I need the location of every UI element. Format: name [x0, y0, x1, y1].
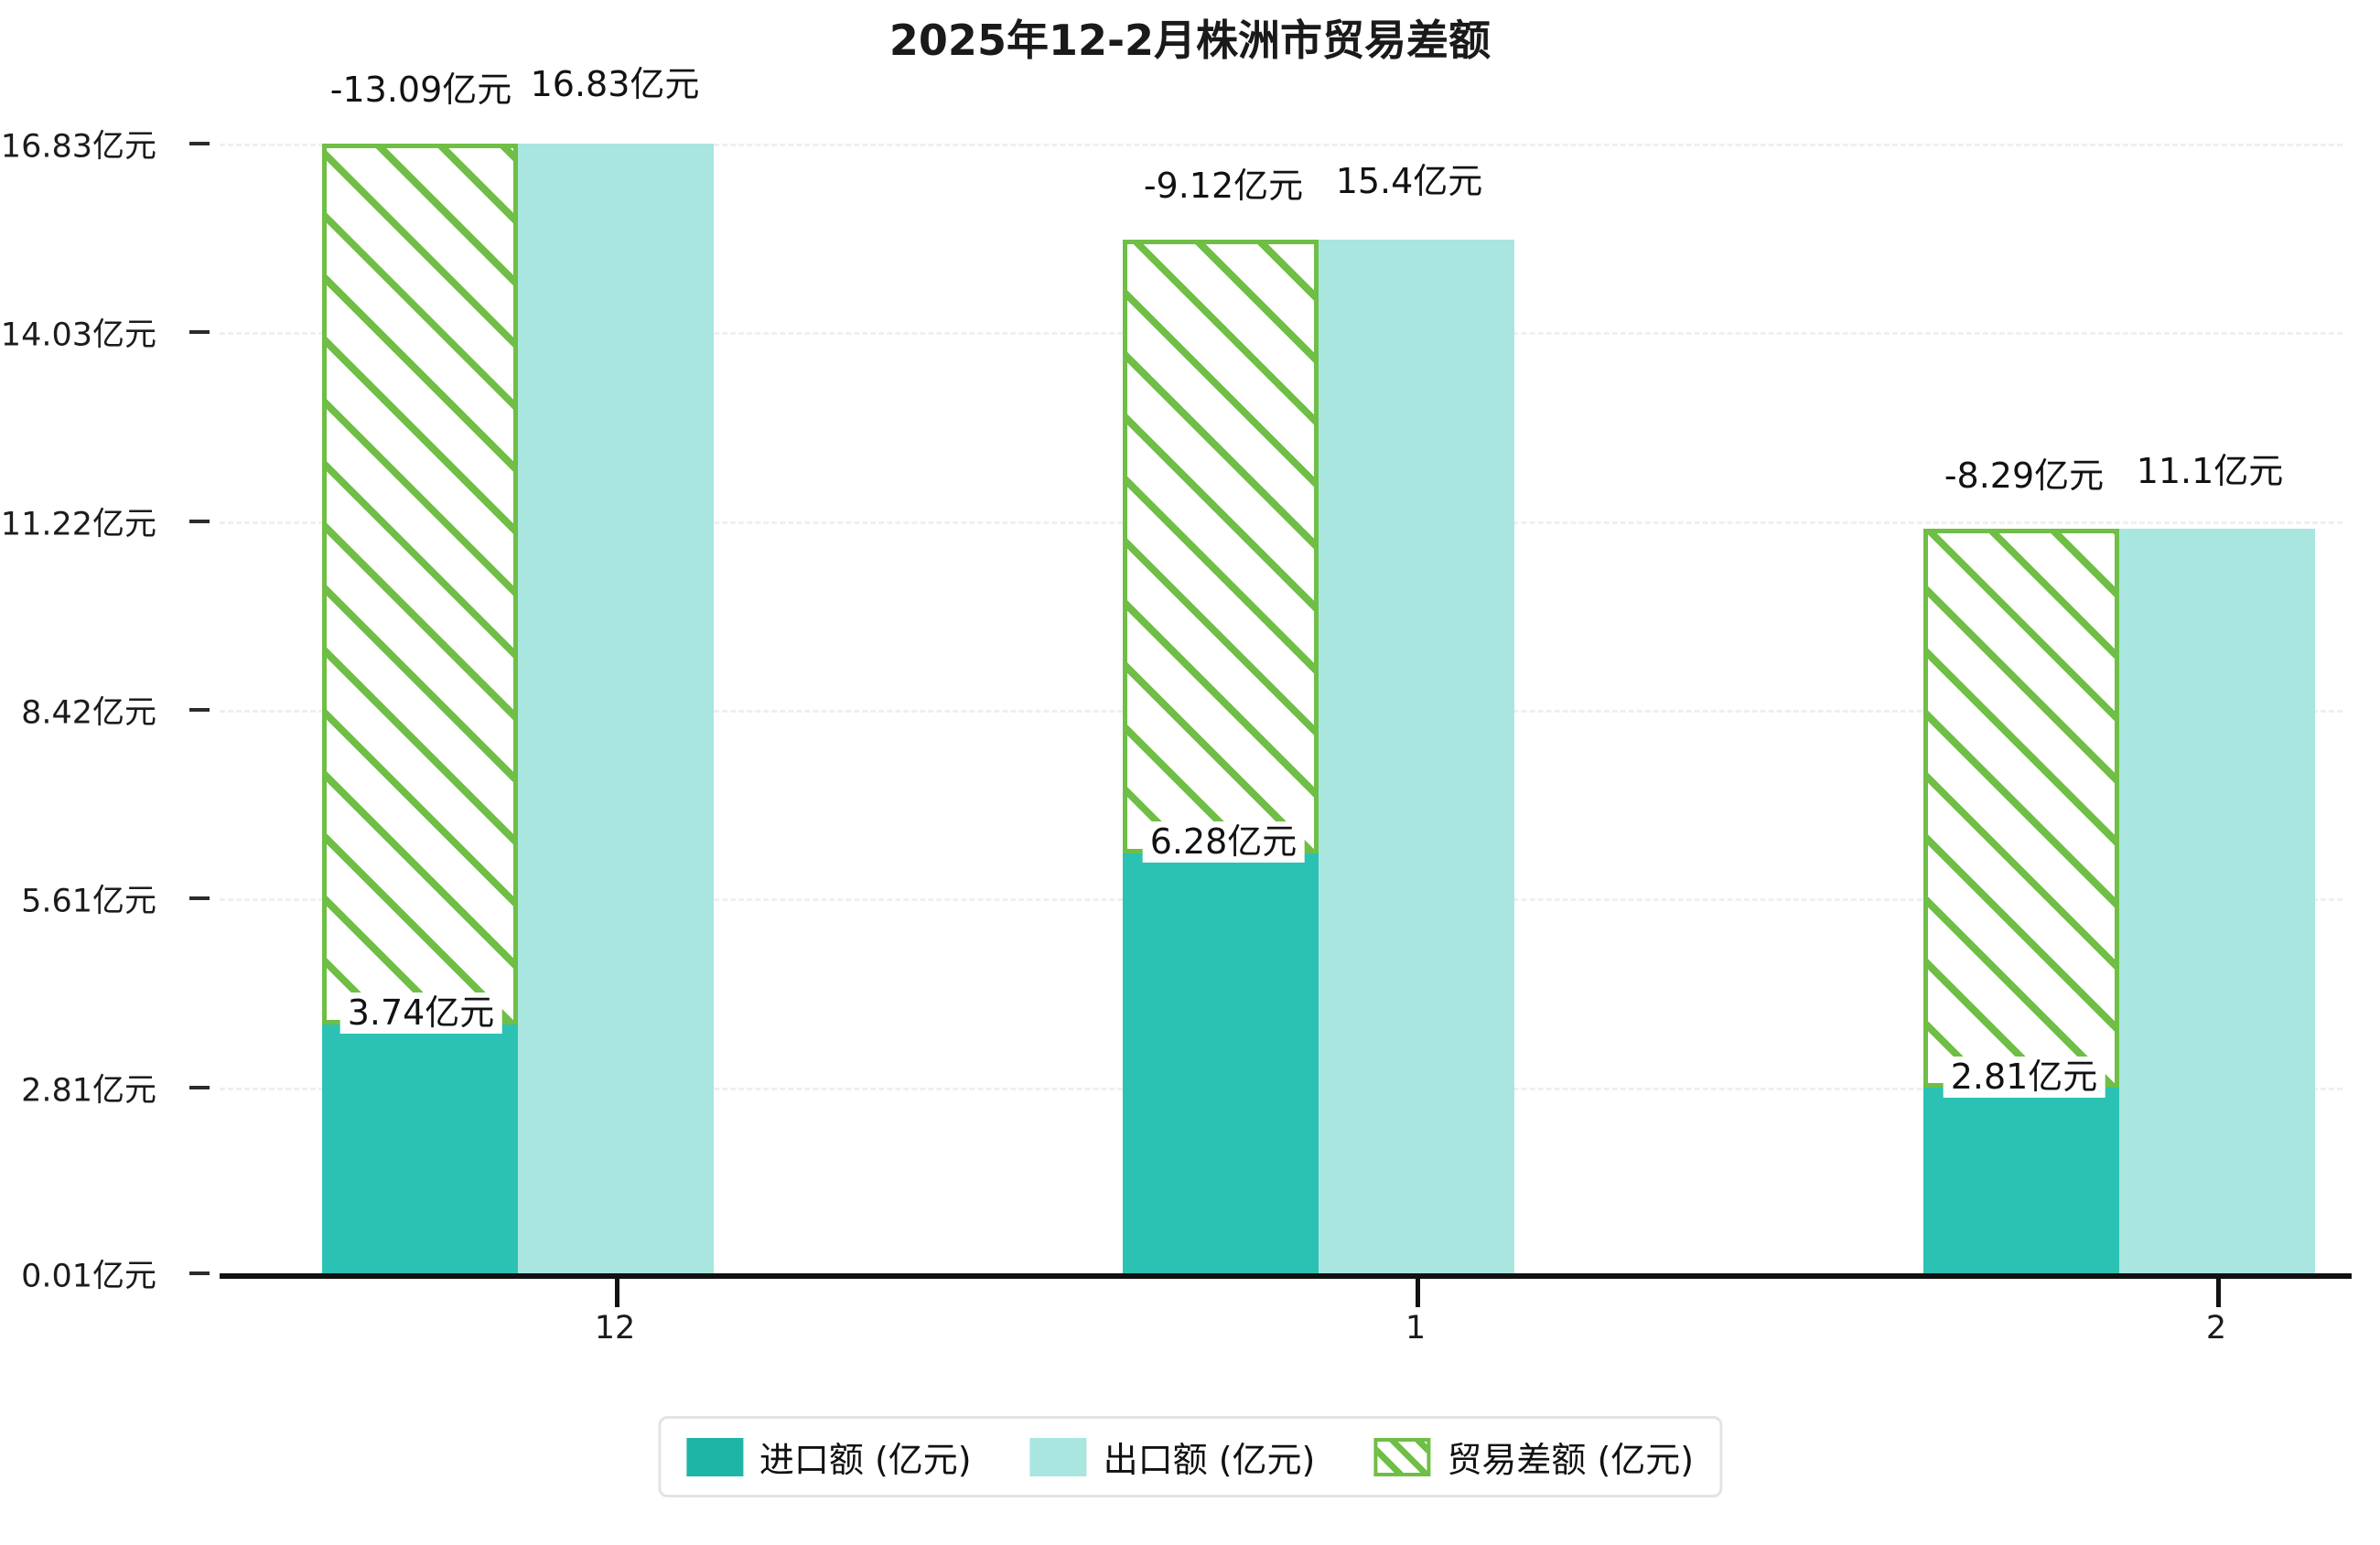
- value-label-import-2: 2.81亿元: [1943, 1057, 2105, 1099]
- value-label-export-1: 15.4亿元: [1335, 161, 1483, 201]
- y-tick-mark: [189, 142, 210, 145]
- y-tick-label: 8.42亿元: [21, 694, 156, 732]
- bar-export-12[interactable]: [518, 144, 714, 1276]
- plot-area: [220, 137, 2342, 1279]
- bar-export-2[interactable]: [2119, 529, 2315, 1276]
- value-label-import-12: 3.74亿元: [339, 992, 502, 1035]
- bar-import-1[interactable]: [1123, 853, 1319, 1276]
- y-tick-mark: [189, 708, 210, 712]
- y-tick-mark: [189, 1271, 210, 1275]
- y-tick-label: 2.81亿元: [21, 1072, 156, 1110]
- x-tick-label: 1: [1405, 1310, 1427, 1347]
- legend-item-label: 出口额 (亿元): [1103, 1440, 1316, 1480]
- y-tick-label: 16.83亿元: [0, 128, 156, 166]
- value-label-balance-2: -8.29亿元: [1936, 456, 2112, 498]
- bar-balance-1[interactable]: [1123, 240, 1319, 853]
- y-tick-label: 0.01亿元: [21, 1258, 156, 1295]
- y-tick-mark: [189, 1086, 210, 1089]
- y-tick-mark: [189, 896, 210, 900]
- bar-balance-12[interactable]: [322, 144, 518, 1025]
- bar-import-12[interactable]: [322, 1025, 518, 1276]
- legend-item-balance[interactable]: 贸易差额 (亿元): [1373, 1432, 1694, 1482]
- export-swatch-icon: [1029, 1437, 1087, 1476]
- value-label-export-2: 11.1亿元: [2136, 451, 2284, 491]
- y-tick-label: 5.61亿元: [21, 883, 156, 920]
- value-label-export-12: 16.83亿元: [530, 64, 700, 104]
- value-label-balance-1: -9.12亿元: [1136, 166, 1311, 208]
- legend-item-import[interactable]: 进口额 (亿元): [685, 1432, 972, 1482]
- x-tick-mark: [615, 1276, 619, 1307]
- bar-export-1[interactable]: [1319, 240, 1514, 1276]
- value-label-import-1: 6.28亿元: [1142, 821, 1305, 864]
- x-tick-mark: [1416, 1276, 1420, 1307]
- y-tick-mark: [189, 330, 210, 334]
- import-swatch-icon: [685, 1437, 743, 1476]
- x-tick-label: 2: [2205, 1310, 2227, 1347]
- y-tick-mark: [189, 520, 210, 523]
- gridline: [220, 144, 2342, 146]
- x-tick-mark: [2216, 1276, 2221, 1307]
- x-tick-label: 12: [594, 1310, 636, 1347]
- legend-item-label: 进口额 (亿元): [759, 1440, 972, 1480]
- x-axis-line: [220, 1273, 2352, 1279]
- value-label-balance-12: -13.09亿元: [322, 70, 520, 112]
- legend-item-label: 贸易差额 (亿元): [1447, 1440, 1695, 1480]
- page-title: 2025年12-2月株洲市贸易差额: [888, 16, 1492, 65]
- balance-swatch-icon: [1373, 1437, 1431, 1476]
- bar-balance-2[interactable]: [1923, 529, 2119, 1088]
- legend: 进口额 (亿元) 出口额 (亿元) 贸易差额 (亿元): [657, 1416, 1723, 1497]
- bar-import-2[interactable]: [1923, 1088, 2119, 1276]
- legend-item-export[interactable]: 出口额 (亿元): [1029, 1432, 1316, 1482]
- y-tick-label: 14.03亿元: [0, 317, 156, 354]
- y-tick-label: 11.22亿元: [0, 506, 156, 543]
